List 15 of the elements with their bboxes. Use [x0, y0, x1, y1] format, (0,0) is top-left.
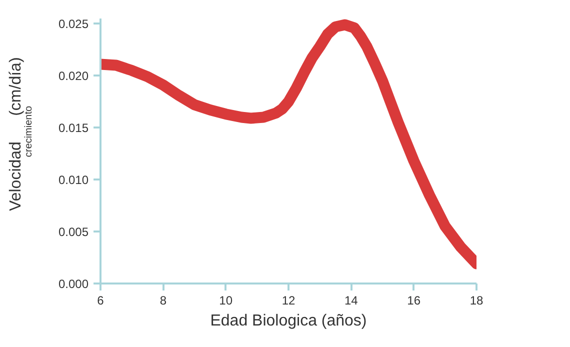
y-tick-label: 0.015	[58, 121, 89, 136]
y-axis-title: Velocidadcrecimiento (cm/día)	[8, 57, 34, 211]
x-tick-label: 12	[282, 294, 296, 308]
y-tick-label: 0.025	[58, 17, 89, 32]
y-tick-label: 0.000	[58, 277, 89, 291]
x-tick-label: 10	[219, 294, 233, 308]
x-tick-label: 8	[160, 294, 167, 308]
x-tick-label: 16	[407, 294, 421, 308]
x-tick-label: 6	[97, 294, 104, 308]
x-axis-title: Edad Biologica (años)	[210, 312, 367, 330]
x-tick-label: 14	[344, 294, 358, 308]
y-tick-label: 0.005	[58, 225, 89, 240]
x-tick-label: 18	[470, 294, 484, 308]
y-tick-label: 0.010	[58, 173, 89, 188]
y-tick-label: 0.020	[58, 69, 89, 84]
